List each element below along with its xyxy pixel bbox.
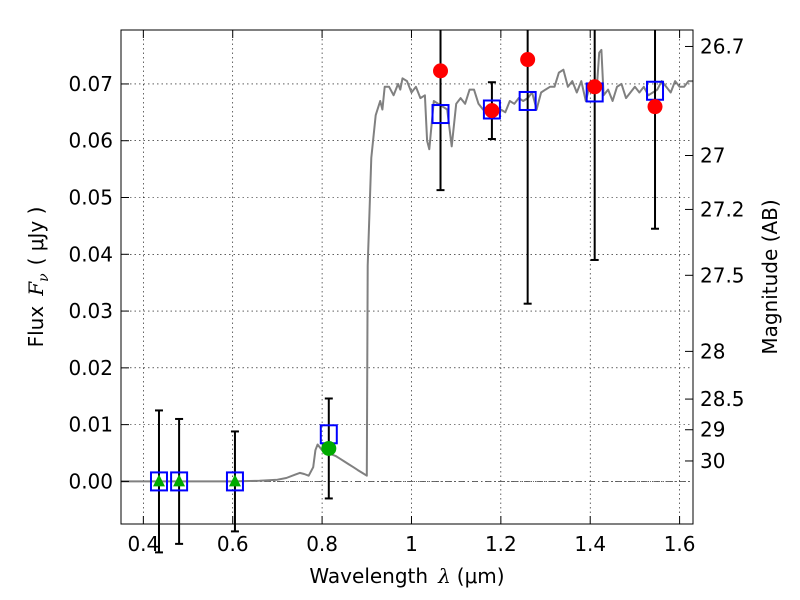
error-bars [154, 30, 660, 554]
plot-frame [120, 29, 694, 525]
mag-tick-label: 30 [700, 449, 725, 473]
y-tick-label: 0.01 [68, 413, 113, 437]
mag-tick-label: 27 [700, 143, 725, 167]
x-tick-label: 0.6 [217, 532, 249, 556]
detection-point [433, 63, 449, 79]
mag-tick-label: 29 [700, 418, 725, 442]
model-spectrum-line [121, 48, 693, 483]
y-tick-label: 0.02 [68, 356, 113, 380]
x-tick-label: 1 [405, 532, 418, 556]
upper-limit-point [152, 474, 165, 487]
mag-tick-label: 28.5 [700, 387, 745, 411]
grid [121, 30, 693, 524]
mag-tick-label: 27.2 [700, 197, 745, 221]
model-photometry-point [225, 471, 244, 492]
model-photometry-point [482, 99, 501, 120]
mag-tick-label: 28 [700, 339, 725, 363]
model-photometry-point [518, 90, 537, 111]
detection-point [647, 99, 663, 115]
detection-point [520, 52, 536, 68]
model-photometry-point [170, 471, 189, 492]
low-sn-point [321, 440, 337, 456]
axis-ticks: 0.4 0.6 0.8 1 1.2 1.4 1.6 0.00 0.01 0.02 0.03 0.04 0… [68, 30, 745, 556]
observed-points [152, 52, 663, 487]
mag-tick-label: 27.5 [700, 263, 745, 287]
detection-point [587, 79, 603, 95]
y-tick-label: 0.04 [68, 242, 113, 266]
x-tick-label: 0.4 [127, 532, 159, 556]
x-axis-label: Wavelength λ (μm) [309, 564, 504, 588]
magnitude-axis-label: Magnitude (AB) [758, 199, 782, 354]
x-tick-label: 0.8 [306, 532, 338, 556]
upper-limit-point [173, 474, 186, 487]
y-tick-label: 0.07 [68, 72, 113, 96]
detection-point [484, 103, 500, 119]
model-photometry-squares [149, 80, 665, 492]
y-axis-label: FluxFν( μJy ) [24, 207, 52, 348]
y-tick-label: 0.05 [68, 186, 113, 210]
model-photometry-point [149, 471, 168, 492]
y-tick-label: 0.06 [68, 129, 113, 153]
model-photometry-point [431, 104, 450, 125]
y-tick-label: 0.00 [68, 469, 113, 493]
x-tick-label: 1.6 [664, 532, 696, 556]
mag-tick-label: 26.7 [700, 34, 745, 58]
x-tick-label: 1.4 [574, 532, 606, 556]
upper-limit-point [228, 474, 241, 487]
y-tick-label: 0.03 [68, 299, 113, 323]
x-tick-label: 1.2 [485, 532, 517, 556]
